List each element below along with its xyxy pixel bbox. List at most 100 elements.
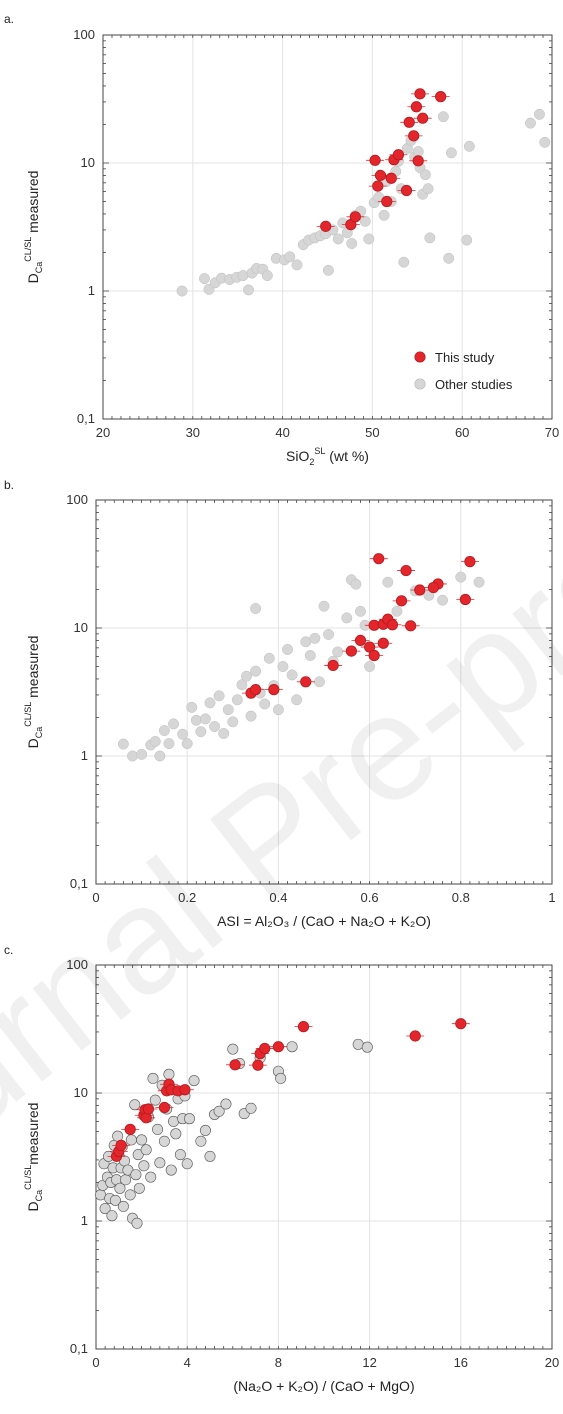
data-point-this-study	[392, 149, 405, 161]
data-point-this-study	[345, 645, 357, 657]
data-point-other-studies	[218, 728, 230, 739]
data-point-other-studies	[250, 665, 262, 677]
data-point-other-studies	[213, 690, 225, 702]
data-point-other-studies	[382, 576, 394, 588]
data-point-this-study	[459, 593, 471, 606]
data-point-other-studies	[378, 209, 390, 221]
data-point-other-studies	[213, 1105, 225, 1117]
data-point-other-studies	[332, 233, 344, 245]
data-point-other-studies	[127, 750, 138, 762]
x-axis-label: ASI = Al₂O₃ / (CaO + Na₂O + K₂O)	[217, 913, 431, 929]
data-point-this-study	[435, 91, 447, 103]
data-point-this-study	[297, 1021, 310, 1033]
legend-label: Other studies	[435, 377, 513, 392]
data-point-other-studies	[106, 1210, 118, 1222]
x-tick-label: 0	[92, 1355, 99, 1370]
data-point-other-studies	[350, 578, 362, 590]
x-axis-label: SiO2SL (wt %)	[286, 446, 369, 467]
y-axis-label: DCaCL/SLmeasured	[23, 1103, 44, 1212]
y-axis-label: DCaCL/SL measured	[23, 636, 44, 749]
data-point-this-study	[300, 676, 312, 688]
data-point-this-study	[414, 584, 426, 596]
data-point-other-studies	[364, 661, 376, 672]
data-point-this-study	[455, 1018, 467, 1030]
data-point-other-studies	[291, 694, 303, 706]
data-point-other-studies	[204, 697, 216, 709]
data-point-other-studies	[131, 1217, 143, 1229]
chart-panel-2: b. 0 0.2 0.4 0.6 0.8 1 0,1 1 10 100 ASI = Al₂O₃ / (…	[4, 478, 556, 929]
x-tick-label: 20	[545, 1355, 559, 1370]
data-point-this-study	[464, 556, 476, 568]
data-point-this-study	[372, 180, 384, 192]
data-point-other-studies	[158, 1135, 170, 1147]
data-point-other-studies	[132, 1149, 144, 1161]
data-point-other-studies	[130, 1169, 142, 1181]
data-point-other-studies	[241, 670, 252, 682]
data-point-other-studies	[455, 571, 467, 583]
data-point-other-studies	[163, 1068, 175, 1080]
plot-frame	[95, 964, 553, 1350]
data-point-other-studies	[177, 728, 189, 740]
x-tick-label: 0.8	[452, 890, 470, 905]
data-point-this-study	[400, 184, 413, 197]
data-point-this-study	[386, 619, 398, 631]
data-point-other-studies	[261, 270, 273, 282]
data-point-other-studies	[236, 679, 248, 691]
data-point-other-studies	[99, 1203, 111, 1215]
data-point-this-study	[268, 684, 280, 696]
data-point-other-studies	[412, 146, 424, 157]
data-point-this-study	[259, 1042, 271, 1055]
data-point-other-studies	[286, 1041, 298, 1053]
x-tick-label: 0.4	[269, 890, 287, 905]
data-point-other-studies	[282, 643, 293, 655]
data-point-other-studies	[437, 111, 449, 123]
data-point-this-study	[124, 1123, 136, 1135]
data-point-other-studies	[149, 1094, 161, 1106]
data-point-other-studies	[149, 735, 161, 747]
x-tick-label: 16	[454, 1355, 468, 1370]
data-point-this-study	[400, 564, 412, 577]
data-point-this-study	[250, 684, 262, 696]
data-point-other-studies	[227, 1043, 239, 1055]
data-point-other-studies	[227, 716, 239, 728]
data-point-other-studies	[195, 1135, 207, 1147]
data-point-other-studies	[152, 1123, 164, 1135]
data-point-other-studies	[323, 629, 335, 640]
y-tick-label: 0,1	[70, 1341, 88, 1356]
data-point-other-studies	[147, 1072, 159, 1084]
data-point-other-studies	[533, 108, 545, 120]
y-tick-label: 100	[66, 492, 88, 507]
data-point-other-studies	[539, 136, 551, 148]
x-tick-label: 60	[455, 425, 469, 440]
data-point-this-study	[252, 1059, 264, 1071]
data-point-this-study	[408, 130, 420, 142]
data-point-this-study	[158, 1101, 170, 1114]
y-tick-label: 1	[81, 1213, 88, 1228]
x-tick-label: 20	[96, 425, 110, 440]
data-point-other-studies	[259, 698, 271, 710]
data-point-this-study	[229, 1059, 241, 1071]
data-point-other-studies	[263, 652, 275, 664]
y-tick-label: 10	[81, 155, 95, 170]
data-point-other-studies	[222, 704, 234, 716]
data-point-this-study	[395, 595, 408, 607]
data-point-other-studies	[445, 147, 457, 159]
data-point-other-studies	[443, 252, 455, 264]
data-point-other-studies	[199, 273, 210, 285]
data-point-other-studies	[168, 1115, 180, 1127]
data-point-other-studies	[391, 605, 403, 617]
data-point-this-study	[377, 637, 389, 649]
data-point-other-studies	[181, 738, 193, 750]
data-point-other-studies	[158, 725, 170, 737]
data-point-other-studies	[318, 600, 330, 612]
x-tick-label: 0.2	[178, 890, 196, 905]
data-point-this-study	[427, 581, 440, 594]
data-point-this-study	[409, 1030, 421, 1042]
x-axis-label: (Na₂O + K₂O) / (CaO + MgO)	[233, 1378, 414, 1394]
data-point-this-study	[412, 155, 424, 167]
data-point-other-studies	[199, 713, 211, 725]
data-point-other-studies	[424, 232, 436, 244]
data-point-this-study	[385, 172, 397, 184]
data-point-other-studies	[186, 701, 198, 713]
